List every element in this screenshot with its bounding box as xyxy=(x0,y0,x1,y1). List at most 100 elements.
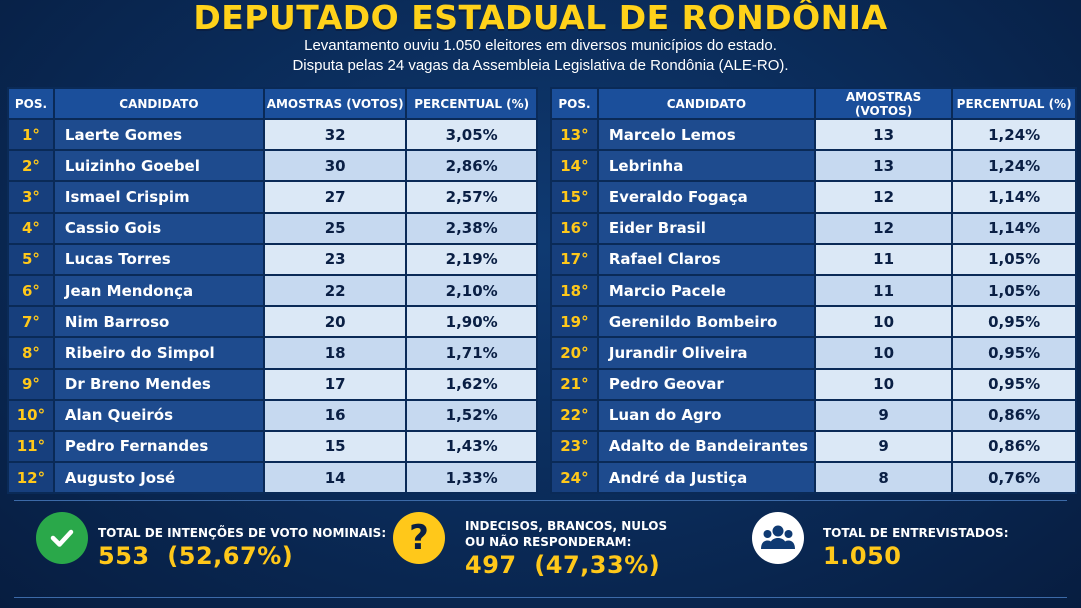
candidate-name: Marcio Pacele xyxy=(596,273,816,308)
ranking-table-right: POS. CANDIDATO AMOSTRAS (VOTOS) PERCENTU… xyxy=(550,87,1077,495)
candidate-name: Ribeiro do Simpol xyxy=(52,336,265,370)
vote-count: 13 xyxy=(813,149,954,183)
rank-position: 4° xyxy=(7,211,55,245)
rank-position: 8° xyxy=(7,336,55,370)
table-row: 18° Marcio Pacele 11 1,05% xyxy=(550,273,1077,308)
column-header-pos: POS. xyxy=(7,87,55,120)
vote-percent: 0,86% xyxy=(951,398,1077,432)
candidate-name: Rafael Claros xyxy=(596,242,816,276)
vote-count: 11 xyxy=(813,273,954,308)
vote-percent: 1,62% xyxy=(405,367,538,401)
candidate-name: Luan do Agro xyxy=(596,398,816,432)
vote-count: 11 xyxy=(813,242,954,276)
people-icon xyxy=(752,512,804,564)
stat-undecided-label-line1: INDECISOS, BRANCOS, NULOS xyxy=(465,519,668,533)
column-header-votes: AMOSTRAS (VOTOS) xyxy=(262,87,408,120)
candidate-name: Ismael Crispim xyxy=(52,180,265,214)
rank-position: 11° xyxy=(7,429,55,464)
vote-count: 23 xyxy=(262,242,408,276)
table-row: 6° Jean Mendonça 22 2,10% xyxy=(7,273,538,308)
table-row: 21° Pedro Geovar 10 0,95% xyxy=(550,367,1077,401)
stat-nominal-value: 553 (52,67%) xyxy=(98,542,294,570)
stat-nominal: TOTAL DE INTENÇÕES DE VOTO NOMINAIS: 553… xyxy=(36,512,386,571)
table-row: 3° Ismael Crispim 27 2,57% xyxy=(7,180,538,214)
stat-undecided-label-line2: OU NÃO RESPONDERAM: xyxy=(465,535,632,549)
vote-percent: 0,76% xyxy=(951,461,1077,495)
rank-position: 7° xyxy=(7,305,55,339)
vote-percent: 0,95% xyxy=(951,367,1077,401)
vote-count: 17 xyxy=(262,367,408,401)
stat-undecided-value: 497 (47,33%) xyxy=(465,551,661,579)
rank-position: 20° xyxy=(550,336,599,370)
candidate-name: Nim Barroso xyxy=(52,305,265,339)
candidate-name: Jean Mendonça xyxy=(52,273,265,308)
vote-count: 9 xyxy=(813,398,954,432)
column-header-percent: PERCENTUAL (%) xyxy=(405,87,538,120)
table-row: 15° Everaldo Fogaça 12 1,14% xyxy=(550,180,1077,214)
vote-count: 10 xyxy=(813,336,954,370)
table-row: 1° Laerte Gomes 32 3,05% xyxy=(7,117,538,152)
candidate-name: Lucas Torres xyxy=(52,242,265,276)
table-row: 7° Nim Barroso 20 1,90% xyxy=(7,305,538,339)
table-row: 17° Rafael Claros 11 1,05% xyxy=(550,242,1077,276)
vote-count: 20 xyxy=(262,305,408,339)
table-row: 24° André da Justiça 8 0,76% xyxy=(550,461,1077,495)
rank-position: 1° xyxy=(7,117,55,152)
candidate-name: Cassio Gois xyxy=(52,211,265,245)
stat-total-value: 1.050 xyxy=(823,542,902,570)
vote-percent: 1,14% xyxy=(951,180,1077,214)
candidate-name: Pedro Geovar xyxy=(596,367,816,401)
page-title: DEPUTADO ESTADUAL DE RONDÔNIA xyxy=(193,0,888,37)
candidate-name: Augusto José xyxy=(52,461,265,495)
rank-position: 22° xyxy=(550,398,599,432)
vote-count: 15 xyxy=(262,429,408,464)
column-header-candidate: CANDIDATO xyxy=(52,87,265,120)
candidate-name: Gerenildo Bombeiro xyxy=(596,305,816,339)
vote-count: 9 xyxy=(813,429,954,464)
table-row: 19° Gerenildo Bombeiro 10 0,95% xyxy=(550,305,1077,339)
vote-count: 10 xyxy=(813,305,954,339)
rank-position: 19° xyxy=(550,305,599,339)
divider xyxy=(14,597,1067,598)
vote-percent: 0,86% xyxy=(951,429,1077,464)
vote-percent: 1,90% xyxy=(405,305,538,339)
vote-percent: 1,24% xyxy=(951,149,1077,183)
rank-position: 12° xyxy=(7,461,55,495)
table-row: 13° Marcelo Lemos 13 1,24% xyxy=(550,117,1077,152)
column-header-candidate: CANDIDATO xyxy=(596,87,816,120)
vote-percent: 2,19% xyxy=(405,242,538,276)
check-icon xyxy=(36,512,88,564)
stat-nominal-label: TOTAL DE INTENÇÕES DE VOTO NOMINAIS: xyxy=(98,526,387,540)
vote-count: 13 xyxy=(813,117,954,152)
rank-position: 3° xyxy=(7,180,55,214)
table-row: 22° Luan do Agro 9 0,86% xyxy=(550,398,1077,432)
rank-position: 10° xyxy=(7,398,55,432)
rank-position: 16° xyxy=(550,211,599,245)
rank-position: 14° xyxy=(550,149,599,183)
vote-count: 32 xyxy=(262,117,408,152)
table-row: 9° Dr Breno Mendes 17 1,62% xyxy=(7,367,538,401)
vote-count: 18 xyxy=(262,336,408,370)
divider xyxy=(14,500,1067,501)
vote-count: 30 xyxy=(262,149,408,183)
column-header-pos: POS. xyxy=(550,87,599,120)
rank-position: 2° xyxy=(7,149,55,183)
table-row: 8° Ribeiro do Simpol 18 1,71% xyxy=(7,336,538,370)
table-row: 2° Luizinho Goebel 30 2,86% xyxy=(7,149,538,183)
vote-count: 12 xyxy=(813,180,954,214)
rank-position: 6° xyxy=(7,273,55,308)
candidate-name: Laerte Gomes xyxy=(52,117,265,152)
table-header-row: POS. CANDIDATO AMOSTRAS (VOTOS) PERCENTU… xyxy=(7,87,538,120)
subtitle-line1: Levantamento ouviu 1.050 eleitores em di… xyxy=(304,37,777,54)
vote-percent: 1,05% xyxy=(951,242,1077,276)
candidate-name: Alan Queirós xyxy=(52,398,265,432)
vote-percent: 0,95% xyxy=(951,336,1077,370)
candidate-name: Jurandir Oliveira xyxy=(596,336,816,370)
table-row: 16° Eider Brasil 12 1,14% xyxy=(550,211,1077,245)
candidate-name: Everaldo Fogaça xyxy=(596,180,816,214)
column-header-votes: AMOSTRAS (VOTOS) xyxy=(813,87,954,120)
subtitle-line2: Disputa pelas 24 vagas da Assembleia Leg… xyxy=(292,57,789,74)
vote-percent: 2,57% xyxy=(405,180,538,214)
vote-percent: 0,95% xyxy=(951,305,1077,339)
table-row: 10° Alan Queirós 16 1,52% xyxy=(7,398,538,432)
